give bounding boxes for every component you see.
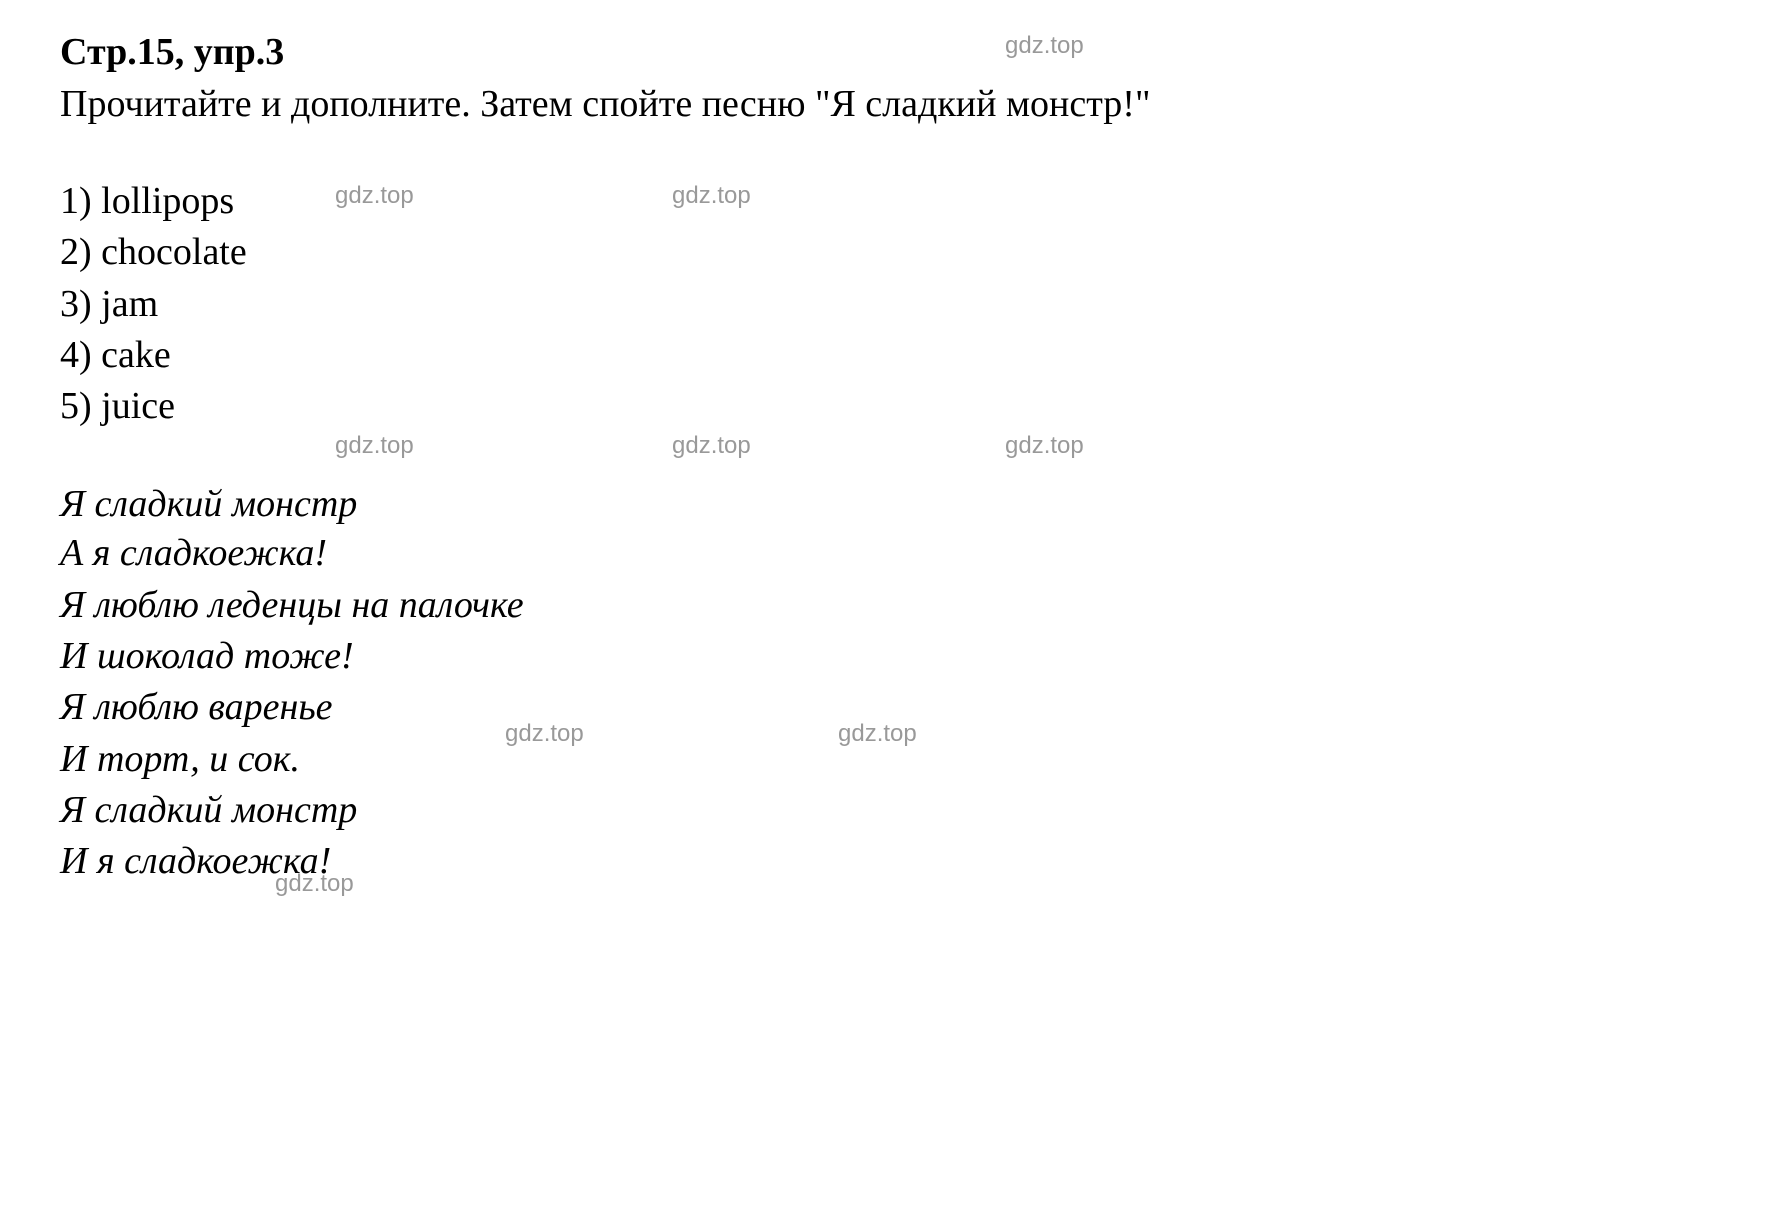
list-item: 4) cake: [60, 330, 1720, 381]
poem-line: Я люблю леденцы на палочке: [60, 580, 1720, 631]
poem-line: Я люблю варенье: [60, 682, 1720, 733]
list-item: 5) juice: [60, 381, 1720, 432]
poem-section: Я сладкий монстр А я сладкоежка! Я люблю…: [60, 482, 1720, 887]
list-item: 2) chocolate: [60, 227, 1720, 278]
poem-line: И торт, и сок.: [60, 734, 1720, 785]
document-content: Стр.15, упр.3 Прочитайте и дополните. За…: [0, 0, 1780, 918]
poem-line: А я сладкоежка!: [60, 528, 1720, 579]
poem-line: Я сладкий монстр: [60, 785, 1720, 836]
list-item: 3) jam: [60, 279, 1720, 330]
poem-title: Я сладкий монстр: [60, 482, 1720, 526]
page-heading: Стр.15, упр.3: [60, 30, 1720, 74]
poem-line: И я сладкоежка!: [60, 836, 1720, 887]
answer-list: 1) lollipops 2) chocolate 3) jam 4) cake…: [60, 176, 1720, 432]
list-item: 1) lollipops: [60, 176, 1720, 227]
poem-line: И шоколад тоже!: [60, 631, 1720, 682]
instruction-text: Прочитайте и дополните. Затем спойте пес…: [60, 82, 1720, 126]
